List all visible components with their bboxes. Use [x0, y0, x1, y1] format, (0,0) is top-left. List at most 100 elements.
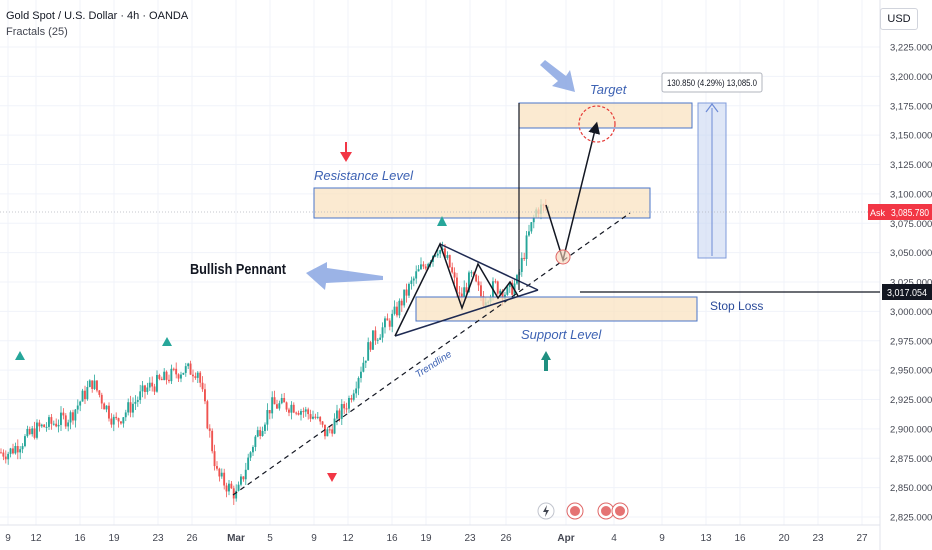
fractal-down-marker: [327, 473, 337, 482]
candle-body: [52, 423, 55, 425]
candle-body: [415, 271, 418, 279]
time-tick-label: 26: [186, 533, 198, 544]
ask-price: 3,085.780: [891, 208, 929, 219]
support-zone[interactable]: [415, 296, 698, 322]
candle-body: [110, 418, 113, 425]
ask-price-badge[interactable]: Ask 3,085.780: [868, 204, 932, 220]
candle-body: [297, 412, 300, 415]
candle-body: [220, 472, 223, 477]
pennant-zigzag: [394, 242, 519, 337]
price-tick-label: 3,175.000: [890, 101, 932, 112]
price-tick-label: 2,850.000: [890, 483, 932, 494]
candle-body: [64, 415, 67, 427]
candle-body: [211, 430, 214, 452]
candle-body: [249, 452, 252, 458]
candle-body: [532, 217, 535, 223]
candle-body: [115, 416, 118, 419]
candle-body: [424, 266, 427, 269]
candle-body: [36, 422, 38, 438]
candle-body: [302, 411, 305, 413]
pullback-circle: [555, 249, 571, 265]
candle-body: [148, 382, 151, 388]
pennant-upper-line[interactable]: [439, 243, 539, 291]
candle-body: [355, 388, 358, 394]
candle-body: [12, 448, 14, 454]
candle-body: [427, 263, 430, 269]
indicator-label[interactable]: Fractals (25): [6, 26, 68, 38]
candle-body: [105, 405, 108, 410]
candle-body: [120, 421, 122, 424]
fractal-up-arrow-teal-support: [541, 351, 551, 371]
candle-body: [192, 374, 194, 377]
candle-body: [122, 417, 125, 424]
candle-body: [268, 410, 271, 414]
candle-body: [456, 277, 458, 293]
us-flag-icon: [570, 506, 580, 516]
pennant-lower-line[interactable]: [394, 289, 539, 337]
candle-body: [112, 416, 115, 425]
candle-body: [216, 466, 218, 469]
time-tick-label: 12: [342, 533, 354, 544]
candle-body: [420, 264, 422, 270]
candle-body: [408, 283, 410, 296]
currency-button[interactable]: USD: [880, 8, 918, 30]
price-tick-label: 3,025.000: [890, 278, 932, 289]
candle-body: [288, 409, 290, 413]
candle-body: [261, 430, 264, 436]
candle-body: [223, 472, 226, 486]
candle-body: [218, 468, 221, 477]
candle-body: [321, 421, 324, 425]
price-axis[interactable]: 3,225.000 3,200.000 3,175.000 3,150.000 3,12…: [879, 0, 932, 550]
candle-body: [343, 404, 346, 409]
candle-body: [43, 424, 46, 428]
time-tick-label: 23: [812, 533, 824, 544]
trendline[interactable]: [232, 212, 631, 496]
candle-body: [470, 272, 473, 274]
stop-price-badge[interactable]: 3,017.054: [882, 284, 932, 300]
us-flag-icon: [601, 506, 611, 516]
candle-body: [477, 281, 480, 286]
resistance-zone[interactable]: [313, 187, 651, 219]
candle-body: [45, 426, 48, 428]
price-tick-label: 2,875.000: [890, 454, 932, 465]
candle-body: [117, 418, 120, 422]
candle-body: [127, 402, 130, 413]
candle-body: [412, 278, 415, 281]
symbol-title[interactable]: Gold Spot / U.S. Dollar · 4h · OANDA: [6, 10, 189, 22]
candle-body: [93, 380, 96, 389]
candle-body: [26, 428, 29, 437]
candle-body: [463, 287, 466, 298]
bullish-pennant-label: Bullish Pennant: [190, 261, 286, 278]
time-tick-label: 23: [152, 533, 164, 544]
candle-body: [400, 300, 403, 306]
candle-body: [182, 372, 185, 375]
candle-body: [273, 397, 276, 405]
candle-body: [108, 405, 110, 419]
candle-body: [98, 390, 101, 395]
candle-body: [336, 410, 338, 419]
candle-body: [19, 449, 22, 453]
candle-body: [232, 488, 235, 499]
candle-body: [156, 374, 158, 392]
candle-body: [384, 318, 386, 328]
candle-body: [204, 389, 206, 402]
candle-body: [340, 404, 343, 419]
time-axis[interactable]: 9 12 16 19 23 26 Mar 5 9 12 16 19 23 26 Apr 4 9 13 16 20 23 2…: [0, 524, 880, 544]
candle-body: [357, 378, 360, 389]
time-tick-label: 13: [700, 533, 712, 544]
candle-body: [309, 414, 312, 419]
time-tick-label: 27: [856, 533, 868, 544]
time-tick-label: 5: [267, 533, 273, 544]
candle-body: [393, 306, 396, 314]
target-zone[interactable]: [518, 102, 693, 129]
candle-body: [364, 360, 367, 363]
candle-body: [235, 490, 238, 499]
candle-body: [410, 280, 413, 284]
candle-body: [360, 371, 362, 379]
event-icons[interactable]: [537, 502, 629, 520]
candle-body: [333, 418, 336, 434]
candle-body: [266, 410, 269, 425]
candle-body: [439, 250, 442, 254]
candle-body: [129, 402, 132, 413]
